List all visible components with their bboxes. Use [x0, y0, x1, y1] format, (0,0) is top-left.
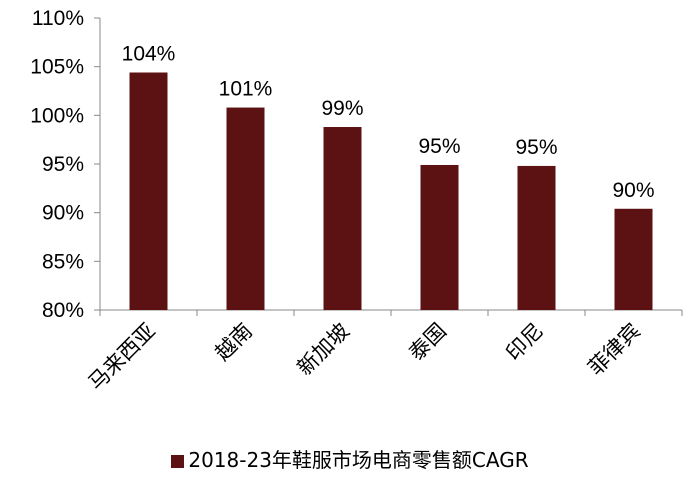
category-label: 越南 [210, 319, 257, 366]
category-label: 泰国 [404, 319, 451, 366]
bar [226, 107, 265, 311]
data-label: 95% [418, 135, 460, 158]
category-labels: 马来西亚 越南 新加坡 泰国 印尼 菲律宾 [84, 319, 645, 395]
y-tick-label: 105% [30, 56, 84, 79]
y-tick-label: 110% [32, 7, 84, 30]
legend-label: 2018-23年鞋服市场电商零售额CAGR [188, 448, 529, 472]
category-label: 马来西亚 [84, 319, 160, 395]
data-label: 101% [219, 78, 273, 101]
bar [129, 72, 168, 310]
x-axis [99, 309, 683, 316]
y-tick-label: 85% [42, 250, 84, 273]
data-labels: 104% 101% 99% 95% 95% 90% [122, 43, 655, 202]
bar [420, 164, 459, 310]
bars [129, 72, 653, 311]
bar [614, 208, 653, 310]
bar [517, 165, 556, 310]
category-label: 新加坡 [293, 319, 355, 381]
legend: 2018-23年鞋服市场电商零售额CAGR [0, 444, 700, 473]
data-label: 90% [612, 179, 654, 202]
y-tick-label: 100% [30, 104, 84, 127]
y-tick-label: 90% [42, 202, 84, 225]
bar [323, 127, 362, 310]
y-tick-label: 80% [42, 299, 84, 322]
data-label: 99% [321, 97, 363, 120]
y-tick-label: 95% [42, 153, 84, 176]
data-label: 104% [122, 43, 176, 66]
category-label: 菲律宾 [584, 319, 646, 381]
legend-swatch [171, 455, 185, 468]
category-label: 印尼 [501, 319, 548, 366]
y-axis: 80% 85% 90% 95% 100% 105% 110% [30, 7, 101, 322]
data-label: 95% [515, 136, 557, 159]
